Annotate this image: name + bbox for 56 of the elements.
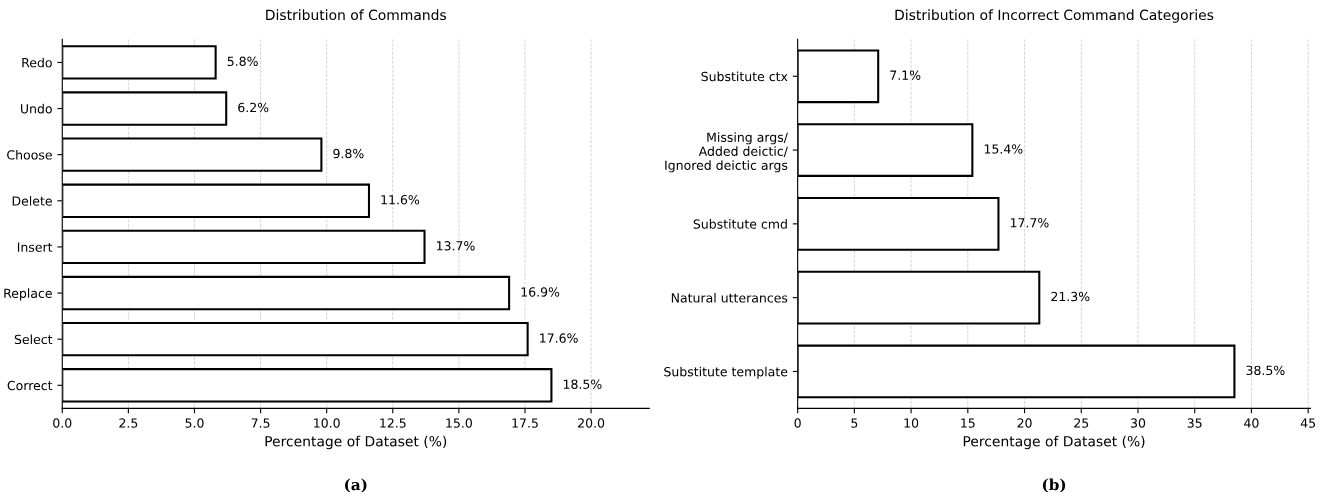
- y-tick-label: Insert: [17, 242, 53, 252]
- y-tick-label: Replace: [4, 288, 52, 301]
- x-tick-label: 5.0: [185, 418, 204, 428]
- text: 5.8%: [227, 56, 258, 67]
- chart-title: Distribution of Incorrect Command Categories: [895, 9, 1214, 23]
- x-axis-title: Percentage of Dataset (%): [265, 435, 447, 450]
- text: 18.5%: [563, 379, 602, 389]
- x-tick-label: 10: [904, 418, 919, 428]
- x-tick-label: 0: [794, 418, 801, 428]
- x-tick-label: 45: [1300, 418, 1316, 428]
- x-axis-title: Percentage of Dataset (%): [963, 435, 1145, 450]
- text: 6.2%: [238, 102, 269, 113]
- text: 7.1%: [890, 70, 921, 80]
- x-tick-label: 0.0: [53, 418, 72, 428]
- text: 17.6%: [540, 333, 578, 343]
- bar: [797, 123, 974, 177]
- text: 16.9%: [521, 287, 560, 297]
- text: 21.3%: [1051, 291, 1090, 302]
- bar: [797, 270, 1041, 325]
- text: 9.8%: [333, 148, 364, 159]
- text: 15.4%: [984, 144, 1023, 154]
- x-tick-label: 30: [1130, 418, 1146, 428]
- y-tick-label: Select: [14, 334, 53, 345]
- x-tick-label: 12.5: [380, 418, 406, 428]
- bar: [797, 49, 880, 104]
- y-tick-label: Redo: [22, 57, 52, 68]
- x-tick-label: 25: [1074, 418, 1089, 428]
- y-tick-label: Substitute ctx: [701, 71, 788, 82]
- x-tick-label: 15.0: [446, 418, 472, 428]
- x-tick-label: 40: [1244, 418, 1259, 428]
- x-tick-label: 2.5: [119, 418, 138, 428]
- x-tick-label: 20.0: [578, 418, 605, 428]
- text: (a): [345, 478, 367, 492]
- x-tick-label: 15: [961, 418, 975, 428]
- x-tick-label: 10.0: [314, 418, 340, 428]
- y-tick-label: Substitute template: [664, 366, 788, 379]
- text: 11.6%: [381, 194, 420, 205]
- y-tick-label: Choose: [7, 149, 52, 160]
- text: 17.7%: [1010, 218, 1049, 228]
- y-tick-label: Natural utterances: [671, 292, 788, 303]
- text: 13.7%: [436, 241, 475, 251]
- y-tick-label: Delete: [12, 196, 52, 206]
- x-tick-label: 7.5: [251, 418, 270, 428]
- x-tick-label: 35: [1187, 418, 1202, 428]
- y-tick-label: Correct: [7, 380, 53, 391]
- bar: [797, 196, 1000, 251]
- y-tick-label: Undo: [20, 103, 52, 114]
- bar: [797, 344, 1236, 399]
- y-tick-label: Substitute cmd: [693, 219, 787, 229]
- y-tick-label: Missing args/ Added deictic/ Ignored deictic args: [665, 132, 788, 173]
- chart-title: Distribution of Commands: [266, 9, 447, 21]
- x-tick-label: 5: [851, 418, 858, 428]
- text: 38.5%: [1246, 365, 1285, 376]
- x-tick-label: 17.5: [512, 418, 538, 428]
- text: (b): [1042, 478, 1066, 492]
- x-tick-label: 20: [1017, 418, 1032, 428]
